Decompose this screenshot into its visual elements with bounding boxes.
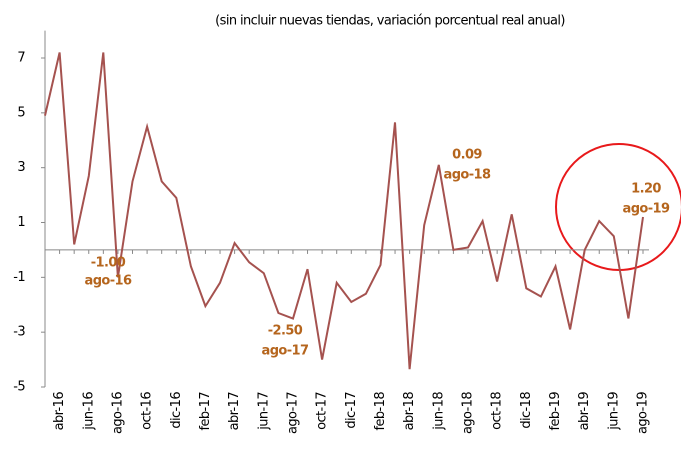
x-tick-label: ago-18 xyxy=(460,392,475,434)
x-tick-label: ago-16 xyxy=(110,392,125,434)
x-tick-label: feb-17 xyxy=(198,392,213,431)
annotation-value: 0.09 xyxy=(452,148,482,163)
x-tick-label: dic-16 xyxy=(169,392,184,429)
x-tick-label: jun-18 xyxy=(431,392,446,431)
x-tick-label: abr-19 xyxy=(577,392,592,431)
annotation-value: -2.50 xyxy=(268,324,303,339)
x-tick-label: jun-16 xyxy=(81,392,96,431)
x-tick-label: jun-17 xyxy=(256,392,271,431)
line-series xyxy=(44,52,644,370)
x-tick-label: oct-17 xyxy=(315,392,330,430)
x-tick-label: oct-16 xyxy=(140,392,155,430)
y-tick-label: 5 xyxy=(17,105,25,120)
annotation-date: ago-18 xyxy=(444,168,491,183)
y-tick-label: -3 xyxy=(13,325,25,340)
y-tick-label: 3 xyxy=(17,160,25,175)
x-tick-label: abr-17 xyxy=(227,392,242,431)
y-tick-label: -5 xyxy=(13,380,25,395)
y-tick-label: 7 xyxy=(17,51,25,66)
x-tick-label: jun-19 xyxy=(606,392,621,431)
x-tick-label: dic-17 xyxy=(344,392,359,429)
y-tick-label: 1 xyxy=(17,215,25,230)
x-tick-label: ago-17 xyxy=(285,392,300,434)
annotation-date: ago-16 xyxy=(85,274,132,289)
x-tick-label: feb-19 xyxy=(548,392,563,431)
x-tick-label: abr-18 xyxy=(402,392,417,431)
annotation-date: ago-19 xyxy=(623,202,670,217)
y-tick-label: -1 xyxy=(13,270,25,285)
annotation-date: ago-17 xyxy=(262,344,309,359)
x-tick-label: feb-18 xyxy=(373,392,388,431)
x-tick-label: oct-18 xyxy=(490,392,505,430)
x-tick-label: dic-18 xyxy=(519,392,534,429)
x-tick-label: ago-19 xyxy=(636,392,651,434)
x-tick-label: abr-16 xyxy=(52,392,67,431)
annotation-value: -1.00 xyxy=(91,256,126,271)
chart-subtitle: (sin incluir nuevas tiendas, variación p… xyxy=(215,14,565,29)
annotation-value: 1.20 xyxy=(631,182,661,197)
